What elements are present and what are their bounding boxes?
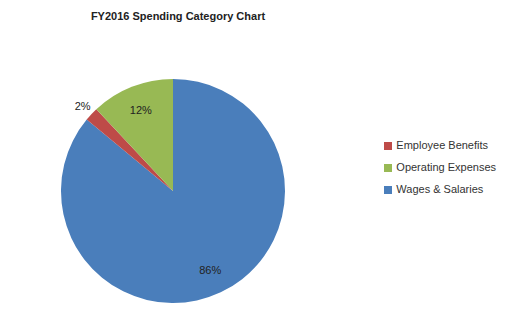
svg-text:12%: 12%: [130, 104, 152, 116]
html-text:Wages & Salaries: Wages & Salaries: [396, 182, 484, 195]
html-text:FY2016 Spending Category Chart: FY2016 Spending Category Chart: [90, 10, 266, 22]
html-text:Employee Benefits: Employee Benefits: [396, 138, 488, 151]
svg-text:2%: 2%: [75, 100, 91, 112]
html-text:Operating Expenses: Operating Expenses: [396, 160, 496, 173]
svg-text:86%: 86%: [199, 264, 221, 276]
